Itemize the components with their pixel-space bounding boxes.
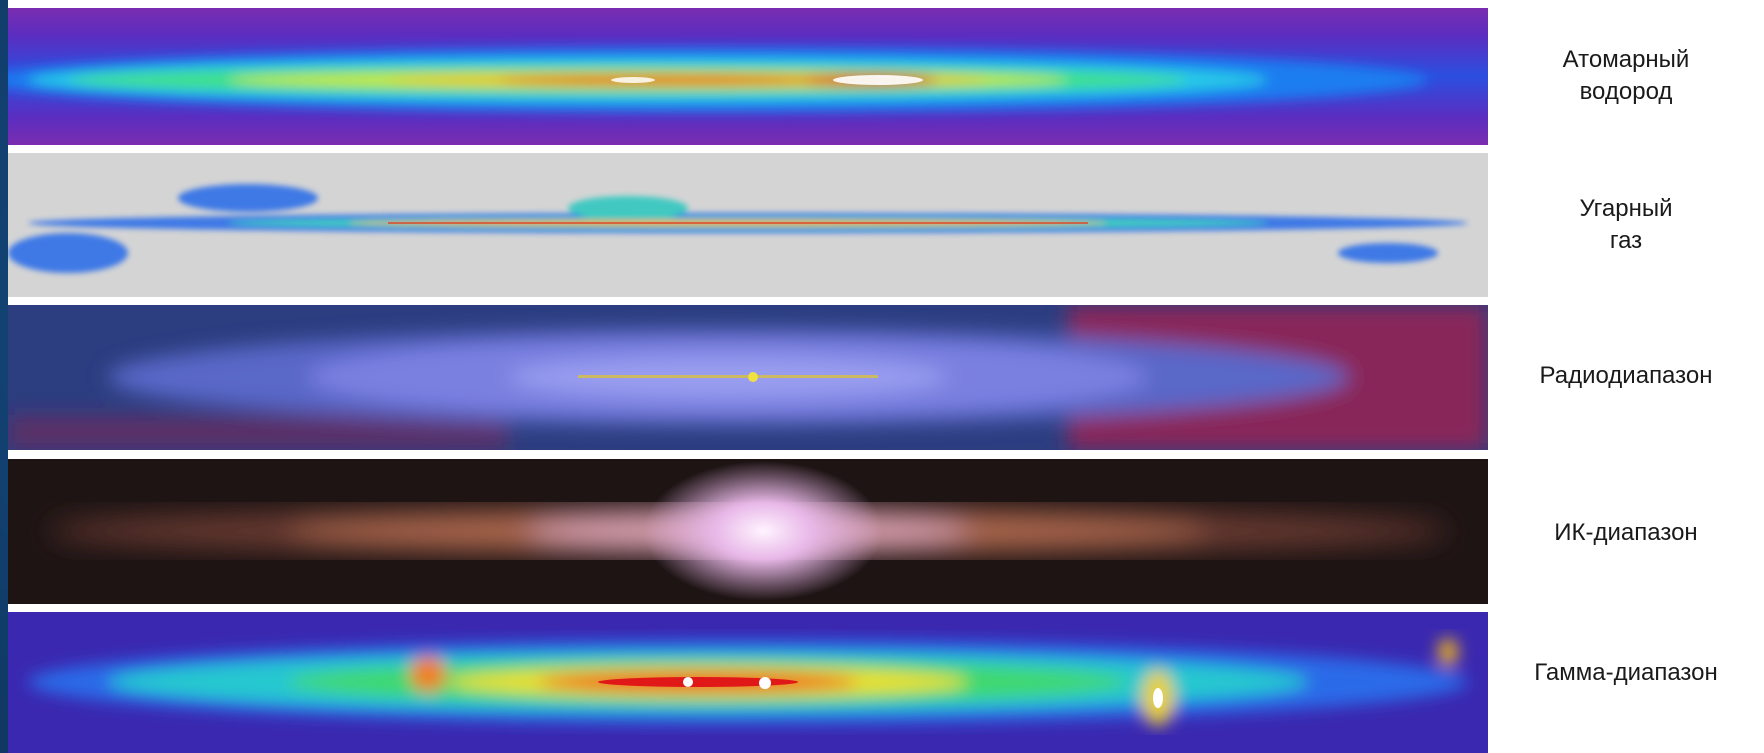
label-carbon-monoxide: Угарный газ <box>1488 193 1764 257</box>
label-carbon-monoxide-line1: Угарный <box>1579 195 1673 222</box>
band-labels-column: Атомарный водород Угарный газ Радиодиапа… <box>1488 0 1764 753</box>
label-infrared-line1: ИК-диапазон <box>1554 519 1698 546</box>
label-carbon-monoxide-line2: газ <box>1609 227 1643 254</box>
label-infrared: ИК-диапазон <box>1488 517 1764 549</box>
label-atomic-hydrogen-line1: Атомарный <box>1562 46 1690 73</box>
label-atomic-hydrogen-line2: водород <box>1579 78 1673 105</box>
label-radio-line1: Радиодиапазон <box>1539 362 1713 389</box>
infrared-band-map <box>8 459 1488 604</box>
label-gamma: Гамма-диапазон <box>1488 657 1764 689</box>
gamma-band-map <box>8 612 1488 753</box>
atomic-hydrogen-map <box>8 8 1488 145</box>
radio-band-map <box>8 305 1488 450</box>
label-atomic-hydrogen: Атомарный водород <box>1488 44 1764 108</box>
label-radio: Радиодиапазон <box>1488 360 1764 392</box>
carbon-monoxide-map <box>8 153 1488 297</box>
label-gamma-line1: Гамма-диапазон <box>1534 659 1718 686</box>
